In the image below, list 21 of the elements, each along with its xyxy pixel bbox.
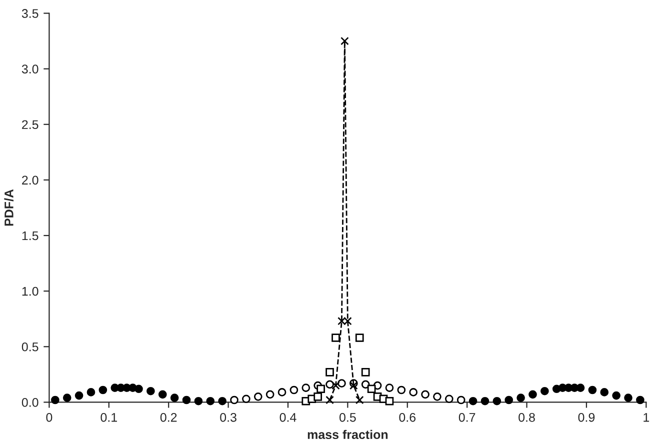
text: 2.0 (22, 176, 38, 185)
y-tick-label: 0.5 (22, 342, 38, 352)
x-tick-label: 0.2 (160, 412, 177, 422)
y-tick-label: 1.5 (22, 231, 38, 240)
x-tick-label: 1 (644, 413, 650, 422)
x-tick-label: 0 (46, 412, 52, 422)
x-tick-label: 0.3 (220, 412, 236, 422)
x-tick-label: 0.5 (339, 412, 356, 422)
y-axis-title: PDF/A (4, 189, 14, 226)
x-tick-label: 0.7 (458, 412, 476, 422)
x-tick-label: 0.8 (518, 412, 535, 422)
text: 3.0 (22, 64, 38, 74)
x-tick-label: 0.9 (578, 412, 595, 422)
y-tick-label: 3.5 (22, 9, 38, 18)
text: 1.0 (22, 286, 38, 296)
text: 0.0 (22, 398, 38, 407)
y-tick-label: 2.5 (22, 120, 38, 130)
x-tick-label: 0.6 (399, 412, 416, 422)
x-tick-label: 0.1 (100, 412, 117, 422)
x-tick-label: 0.4 (280, 412, 296, 422)
x-axis-title: mass fraction (308, 430, 388, 440)
